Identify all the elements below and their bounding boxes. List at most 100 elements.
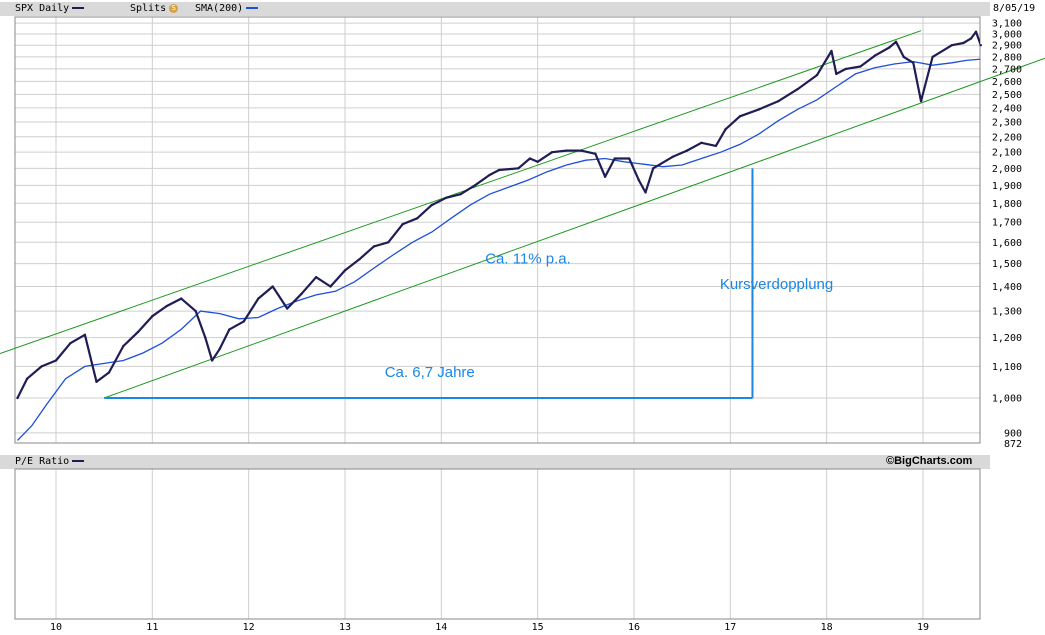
spx-price-line [16, 30, 980, 399]
sma-layer [17, 58, 980, 441]
y-tick-label: 1,300 [992, 307, 1022, 318]
x-tick-label: 12 [243, 622, 255, 633]
spx-price-point [931, 55, 934, 59]
spx-price-point [844, 67, 848, 71]
spx-price-point [637, 178, 640, 182]
y-tick-label: 1,100 [992, 362, 1022, 373]
pe-legend: P/E Ratio [15, 456, 85, 467]
y-tick-label: 1,900 [992, 181, 1022, 192]
spx-price-point [122, 344, 125, 348]
spx-price-point [401, 222, 404, 226]
y-tick-label: 1,600 [992, 238, 1022, 249]
x-tick-label: 19 [917, 622, 929, 633]
sma-label: SMA(200) [195, 3, 244, 14]
frame-layer [14, 16, 981, 620]
spx-price-point [300, 292, 303, 295]
spx-price-point [919, 99, 923, 103]
x-tick-label: 13 [339, 622, 351, 633]
y-tick-label: 1,200 [992, 333, 1022, 344]
spx-price-point [136, 330, 140, 334]
spx-price-point [550, 150, 554, 154]
spx-price-point [758, 108, 761, 111]
spx-price-point [151, 315, 154, 318]
spx-price-point [888, 46, 891, 49]
spx-price-point [372, 245, 376, 248]
x-tick-label: 16 [628, 622, 640, 633]
spx-price-point [796, 87, 799, 91]
spx-price-point [671, 155, 674, 159]
x-tick-label: 18 [821, 622, 833, 633]
spx-price-point [594, 152, 597, 155]
y-tick-label: 2,600 [992, 77, 1022, 88]
x-tick-label: 14 [435, 622, 447, 633]
measure-layer [104, 168, 754, 399]
spx-price-point [777, 99, 780, 103]
chart-header-band: SPX Daily Splits S SMA(200) [0, 2, 990, 16]
spx-price-point [488, 173, 491, 177]
spx-price-point [242, 320, 246, 323]
spx-price-point [271, 285, 274, 288]
x-tick-layer: 10 11 12 13 14 15 16 17 18 19 [50, 622, 929, 633]
spx-price-point [979, 44, 982, 47]
spx-price-point [565, 149, 568, 152]
x-tick-label: 17 [724, 622, 736, 633]
spx-price-point [835, 72, 838, 76]
splits-badge-icon: S [169, 3, 179, 13]
spx-price-point [314, 275, 318, 279]
spx-price-point [859, 65, 862, 68]
spx-price-point [738, 115, 742, 118]
spx-price-point [613, 157, 616, 160]
chart-annotation: Kursverdopplung [720, 276, 833, 293]
spx-price-point [40, 365, 43, 368]
pe-legend-swatch [72, 460, 85, 462]
bigcharts-credit: ©BigCharts.com [886, 455, 973, 467]
y-tick-label: 1,400 [992, 282, 1022, 293]
y-tick-label: 872 [1004, 439, 1022, 450]
y-tick-label: 2,100 [992, 148, 1022, 159]
y-tick-label: 3,100 [992, 19, 1022, 30]
sma-legend-swatch [246, 7, 259, 9]
spx-price-point [962, 41, 965, 45]
spx-price-point [950, 44, 954, 47]
spx-price-point [387, 241, 390, 244]
spx-price-point [16, 396, 19, 400]
spx-price-point [257, 297, 260, 300]
y-tick-label: 900 [1004, 428, 1022, 439]
spx-price-point [644, 191, 647, 194]
spx-price-point [285, 307, 289, 310]
spx-price-point [724, 128, 727, 131]
spx-price-point [444, 196, 448, 199]
spx-price-point [430, 203, 433, 207]
splits-legend: Splits S [130, 3, 179, 14]
spx-price-point [180, 297, 183, 300]
spx-price-point [517, 167, 520, 170]
y-tick-label: 2,400 [992, 103, 1022, 114]
spx-price-point [974, 30, 978, 33]
spx-price-point [473, 184, 477, 187]
spx-price-point [969, 37, 973, 40]
y-tick-label: 2,300 [992, 118, 1022, 129]
splits-label: Splits [130, 3, 167, 14]
sma-legend: SMA(200) [195, 3, 259, 14]
spx-price-point [700, 141, 703, 145]
spx-price-point [358, 258, 361, 261]
spx-price-point [536, 160, 539, 163]
y-tick-label: 2,500 [992, 90, 1022, 101]
spx-price-point [204, 336, 207, 339]
spx-price-point [902, 55, 905, 59]
chart-annotation: Ca. 11% p.a. [485, 251, 571, 268]
spx-price-point [652, 167, 655, 170]
spx-price-point [416, 217, 419, 220]
y-tick-label: 2,000 [992, 164, 1022, 175]
spx-price-point [228, 328, 231, 331]
spx-price-point [69, 341, 72, 345]
y-tick-label: 2,200 [992, 132, 1022, 143]
spx-price-point [329, 285, 332, 288]
spx-price-point [579, 149, 583, 152]
symbol-label: SPX Daily [15, 3, 70, 14]
spx-price-point [830, 49, 833, 53]
y-tick-label: 1,000 [992, 394, 1022, 405]
main-plot-frame [14, 16, 981, 444]
